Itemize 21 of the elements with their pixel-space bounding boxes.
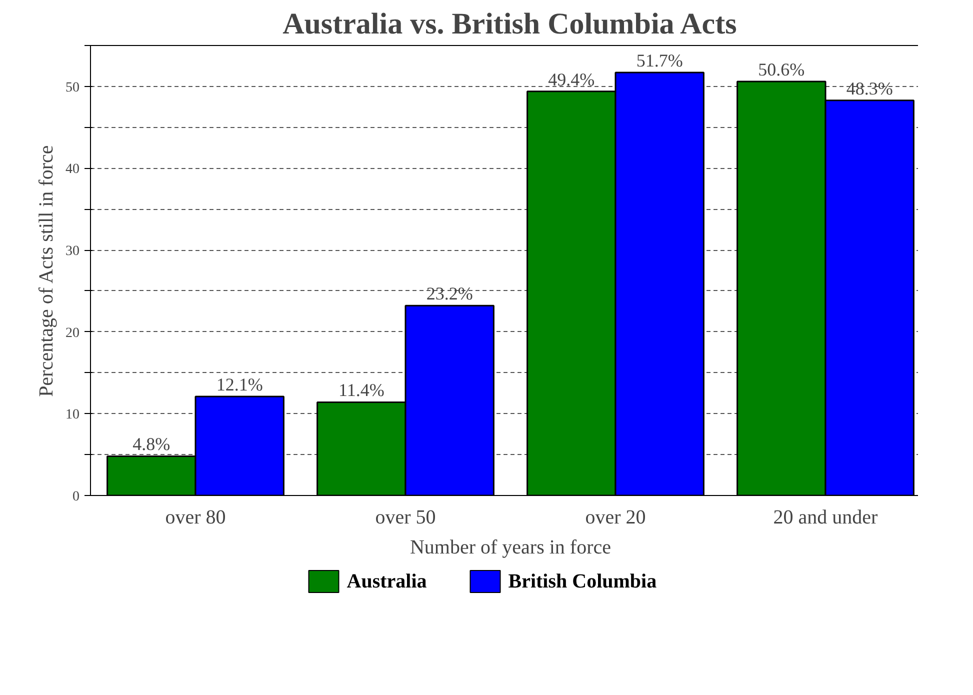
- y-tick-label: 30: [66, 244, 80, 260]
- x-axis-title: Number of years in force: [410, 536, 612, 558]
- data-label: 50.6%: [758, 60, 805, 80]
- y-tick-label: 40: [66, 162, 80, 178]
- y-tick-label: 10: [66, 408, 80, 423]
- legend-label: Australia: [346, 570, 427, 592]
- chart-title: Australia vs. British Columbia Acts: [282, 8, 737, 40]
- x-tick-label: over 20: [585, 506, 646, 528]
- data-label: 4.8%: [132, 434, 170, 454]
- y-tick-label: 20: [66, 326, 80, 341]
- data-label: 49.4%: [548, 69, 595, 90]
- data-label: 12.1%: [216, 374, 263, 394]
- x-tick-label: 20 and under: [773, 506, 878, 528]
- y-tick-label: 50: [66, 80, 80, 96]
- x-tick-label: over 50: [375, 506, 436, 528]
- legend-label: British Columbia: [508, 570, 657, 592]
- x-tick-label: over 80: [165, 506, 226, 528]
- y-tick-label: 0: [72, 490, 80, 504]
- data-label: 11.4%: [338, 380, 384, 400]
- y-axis-title: Percentage of Acts still in force: [36, 145, 58, 397]
- data-label: 51.7%: [636, 50, 683, 70]
